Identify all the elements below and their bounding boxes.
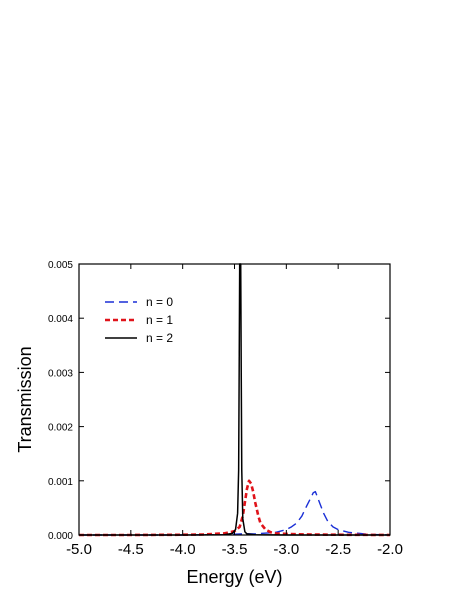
legend-label-n2: n = 2 [146, 331, 173, 345]
series-line-n2 [79, 263, 390, 536]
y-axis-title: Transmission [15, 346, 35, 452]
legend: n = 0 n = 1 n = 2 [105, 295, 173, 345]
x-tick-label: -4.0 [170, 541, 196, 558]
y-tick-label: 0.002 [48, 423, 73, 434]
plot-frame [78, 263, 391, 536]
y-tick-label: 0.004 [48, 314, 73, 325]
legend-label-n1: n = 1 [146, 313, 173, 327]
series-line-n0 [79, 490, 391, 536]
x-tick-label: -4.5 [118, 541, 144, 558]
x-tick-label: -5.0 [66, 541, 92, 558]
plot-area [79, 263, 391, 537]
y-tick-label: 0.005 [48, 260, 73, 271]
x-tick-label: -3.5 [222, 541, 248, 558]
x-tick-label: -2.5 [325, 541, 351, 558]
x-axis-title: Energy (eV) [186, 567, 282, 587]
y-tick-label: 0.003 [48, 368, 73, 379]
x-tick-label: -3.0 [273, 541, 299, 558]
x-tick-label: -2.0 [377, 541, 403, 558]
series-line-n1 [79, 479, 391, 537]
y-tick-label: 0.000 [48, 531, 73, 542]
axes: -5.0 -4.5 -4.0 -3.5 -3.0 -2.5 -2.0 0.000 0.001 0.… [48, 260, 403, 558]
legend-label-n0: n = 0 [146, 295, 173, 309]
y-tick-label: 0.001 [48, 477, 73, 488]
